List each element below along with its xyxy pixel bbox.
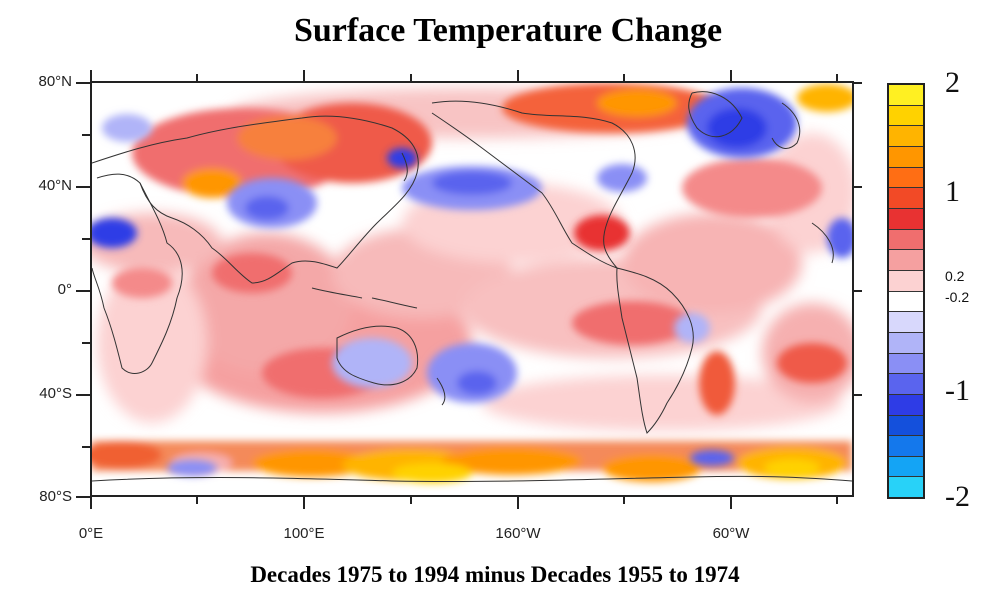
colorbar-swatch (889, 291, 923, 313)
colorbar-label-0-2: 0.2 (945, 268, 965, 284)
colorbar-swatch (889, 374, 923, 395)
colorbar-swatch (889, 436, 923, 457)
map-subtitle: Decades 1975 to 1994 minus Decades 1955 … (250, 562, 740, 587)
lon-tick-top-120w (623, 74, 625, 81)
colorbar-swatch (889, 188, 923, 209)
lon-tick-top-0e (90, 70, 92, 81)
colorbar-label-neg-1: -1 (945, 374, 970, 407)
colorbar-swatch (889, 167, 923, 189)
lon-tick-60w (730, 497, 732, 509)
lat-tick-right-40s (854, 394, 862, 396)
temperature-anomaly-map (92, 83, 852, 495)
colorbar-swatch (889, 85, 923, 106)
lon-tick-100e (303, 497, 305, 509)
colorbar (887, 83, 925, 499)
colorbar-swatch (889, 270, 923, 292)
lat-tick-60s (82, 446, 90, 448)
lat-tick-80n (76, 82, 90, 84)
colorbar-swatch (889, 312, 923, 333)
lat-label-80n: 80°N (38, 73, 72, 90)
lat-tick-20s (82, 342, 90, 344)
colorbar-label-neg-0-2: -0.2 (945, 289, 970, 305)
lon-tick-top-100e (303, 70, 305, 81)
lat-tick-0 (76, 290, 90, 292)
lon-tick-20w (836, 497, 838, 504)
lon-tick-160w (517, 497, 519, 509)
lon-tick-120w (623, 497, 625, 504)
colorbar-label-2: 2 (945, 66, 960, 99)
lon-tick-top-140e (410, 74, 412, 81)
colorbar-swatch (889, 394, 923, 416)
lon-tick-top-60w (730, 70, 732, 81)
cooling-regions (92, 88, 852, 476)
colorbar-swatch (889, 456, 923, 478)
lat-tick-right-40n (854, 186, 862, 188)
lon-label-0e: 0°E (78, 525, 104, 542)
lat-label-80s: 80°S (39, 488, 72, 505)
lon-label-60w: 60°W (712, 525, 750, 542)
lat-label-40s: 40°S (39, 385, 72, 402)
colorbar-swatch (889, 477, 923, 498)
lat-tick-right-80n (854, 82, 862, 84)
colorbar-swatch (889, 126, 923, 147)
colorbar-swatch (889, 250, 923, 271)
lat-tick-40n (76, 186, 90, 188)
lat-tick-right-0 (854, 290, 862, 292)
lon-tick-top-160w (517, 70, 519, 81)
lon-tick-40e (196, 497, 198, 504)
lon-tick-top-20w (836, 74, 838, 81)
colorbar-swatch (889, 146, 923, 168)
lon-tick-0e (90, 497, 92, 509)
colorbar-swatch (889, 105, 923, 127)
map-plot-area (90, 81, 854, 497)
lon-tick-top-40e (196, 74, 198, 81)
lat-tick-80s (76, 496, 90, 498)
coastlines (92, 91, 852, 483)
lat-tick-20n (82, 238, 90, 240)
colorbar-label-1: 1 (945, 175, 960, 208)
map-title: Surface Temperature Change (293, 12, 723, 49)
colorbar-swatch (889, 208, 923, 230)
colorbar-label-neg-2: -2 (945, 480, 970, 513)
lat-label-40n: 40°N (38, 177, 72, 194)
colorbar-swatch (889, 229, 923, 251)
lat-label-0: 0° (57, 281, 72, 298)
colorbar-swatch (889, 415, 923, 437)
lat-tick-60n (82, 134, 90, 136)
lon-tick-140e (410, 497, 412, 504)
lon-label-100e: 100°E (283, 525, 325, 542)
lon-label-160w: 160°W (495, 525, 541, 542)
colorbar-swatch (889, 332, 923, 354)
lat-tick-40s (76, 394, 90, 396)
colorbar-swatch (889, 353, 923, 375)
